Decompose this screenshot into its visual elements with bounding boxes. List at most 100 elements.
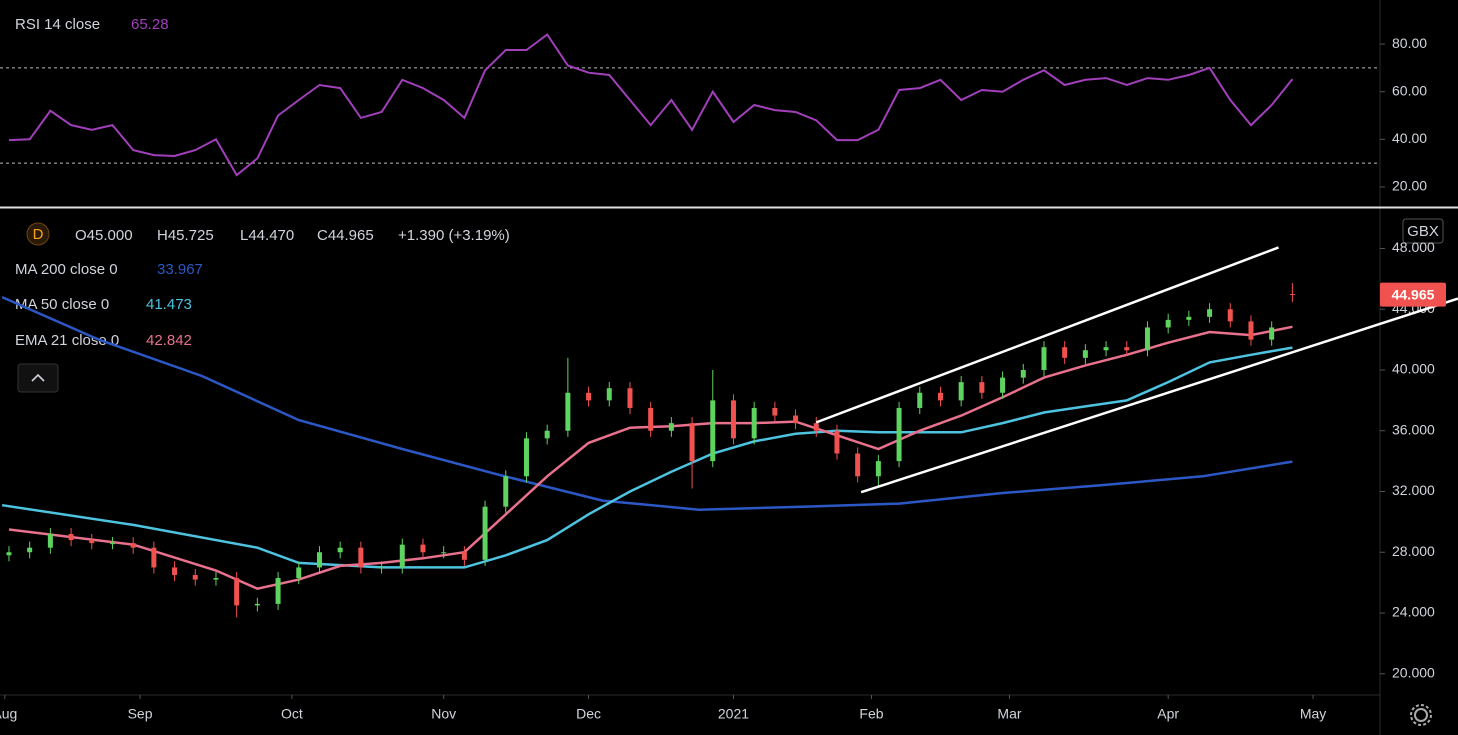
candle-body <box>689 423 695 462</box>
candle-body <box>68 534 74 541</box>
candle-body <box>958 382 964 401</box>
candle-body <box>337 547 343 553</box>
legend-value: 33.967 <box>157 261 203 278</box>
candle-body <box>420 544 426 553</box>
unit-box[interactable] <box>1402 218 1444 244</box>
candle-body <box>1103 347 1109 351</box>
ohlc-open: O45.000 <box>75 227 133 244</box>
candle-body <box>6 552 12 556</box>
gear-teeth <box>1410 704 1432 726</box>
gear <box>1414 708 1428 722</box>
candle-body <box>151 547 157 568</box>
candle-body <box>1165 319 1171 328</box>
candle-body <box>109 543 115 545</box>
candle-body <box>834 430 840 454</box>
y-tick-label: 80.00 <box>1392 35 1427 51</box>
y-tick-label: 24.000 <box>1392 604 1435 620</box>
candle-body <box>1186 316 1192 320</box>
x-tick-label: Aug <box>0 706 17 722</box>
x-tick-label: Feb <box>859 706 883 722</box>
candle-body <box>482 506 488 560</box>
interval-badge <box>26 222 50 246</box>
candle-body <box>27 547 33 553</box>
x-tick-label: Sep <box>128 706 153 722</box>
candle-body <box>565 392 571 431</box>
candle-body <box>544 430 550 439</box>
x-tick-label: Apr <box>1157 706 1179 722</box>
pane <box>1 283 1295 618</box>
ohlc-high: H45.725 <box>157 227 214 244</box>
candle-body <box>379 567 385 569</box>
candle-body <box>441 552 447 554</box>
candle-body <box>917 392 923 408</box>
x-tick-label: Dec <box>576 706 601 722</box>
candle-body <box>1062 347 1068 358</box>
rsi-line <box>8 33 1294 177</box>
candle-body <box>793 415 799 424</box>
interval-label: D <box>33 226 44 243</box>
ohlc-low: L44.470 <box>240 227 294 244</box>
y-tick-label: 60.00 <box>1392 82 1427 98</box>
trendline <box>815 246 1280 424</box>
legend-name: MA 200 close 0 <box>15 261 118 278</box>
ma-line <box>1 295 1293 511</box>
candle-body <box>1124 347 1130 351</box>
trendline <box>860 297 1458 494</box>
candle-body <box>1144 327 1150 351</box>
candle-body <box>1207 309 1213 317</box>
y-tick-label: 20.000 <box>1392 664 1435 680</box>
x-tick-label: Nov <box>431 706 456 722</box>
candle-body <box>937 392 943 401</box>
candle-body <box>1248 321 1254 340</box>
ohlc-close: C44.965 <box>317 227 374 244</box>
candle-body <box>192 575 198 580</box>
candle-body <box>399 544 405 568</box>
collapse-button[interactable] <box>17 363 59 393</box>
ma-line <box>8 325 1293 591</box>
candle-body <box>523 438 529 477</box>
candle-body <box>1020 369 1026 378</box>
settings-icon[interactable] <box>1410 704 1432 726</box>
candle-body <box>47 534 53 548</box>
rsi-title: RSI 14 close <box>15 16 100 33</box>
candle-body <box>710 400 716 462</box>
y-tick-label: 36.000 <box>1392 421 1435 437</box>
candle-body <box>130 543 136 548</box>
candle-body <box>1289 294 1295 296</box>
x-tick-label: May <box>1300 706 1326 722</box>
ma-line <box>1 346 1293 569</box>
candle-body <box>730 400 736 439</box>
candle-body <box>213 578 219 580</box>
candle-body <box>275 578 281 604</box>
rsi-value: 65.28 <box>131 16 169 33</box>
candle-body <box>461 552 467 560</box>
candle-body <box>1269 327 1275 340</box>
candle-body <box>1227 309 1233 322</box>
legend-name: MA 50 close 0 <box>15 296 109 313</box>
candle-body <box>855 453 861 477</box>
candle-body <box>896 407 902 462</box>
x-tick-label: Oct <box>281 706 303 722</box>
candle-body <box>751 407 757 439</box>
y-tick-label: 32.000 <box>1392 482 1435 498</box>
y-tick-label: 28.000 <box>1392 543 1435 559</box>
candle-body <box>813 423 819 431</box>
price-tag-label: 44.965 <box>1392 286 1435 302</box>
legend-value: 41.473 <box>146 296 192 313</box>
unit-label: GBX <box>1407 223 1439 240</box>
candle-body <box>1082 350 1088 358</box>
y-tick-label: 48.000 <box>1392 239 1435 255</box>
pane <box>0 33 1380 177</box>
candle-body <box>503 476 509 507</box>
candle-body <box>1041 347 1047 370</box>
candle-body <box>875 461 881 477</box>
candle-body <box>234 578 240 606</box>
ohlc-change: +1.390 (+3.19%) <box>398 227 510 244</box>
y-tick-label: 40.00 <box>1392 130 1427 146</box>
y-tick-label: 40.000 <box>1392 361 1435 377</box>
candle-body <box>1000 377 1006 393</box>
x-tick-label: Mar <box>997 706 1021 722</box>
candle-body <box>89 540 95 544</box>
candle-body <box>358 547 364 568</box>
